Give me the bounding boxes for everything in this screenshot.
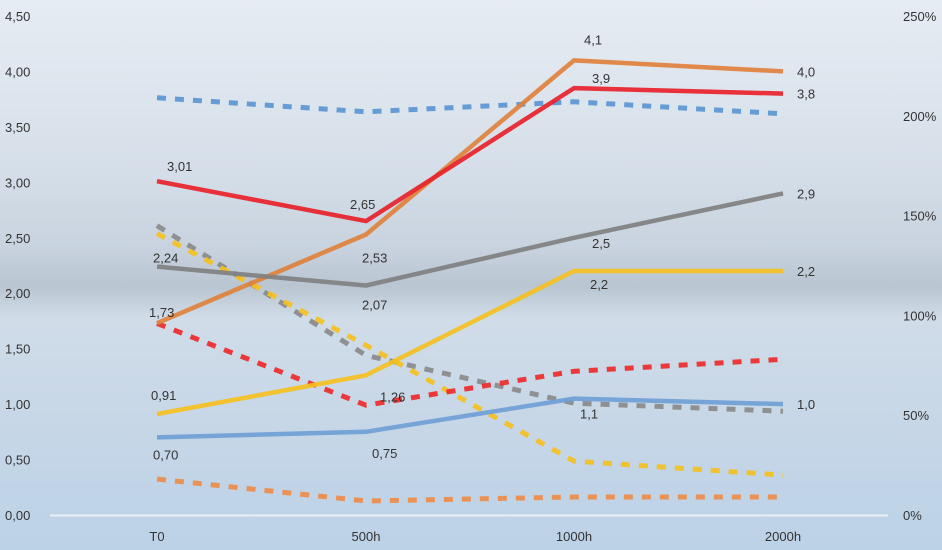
- data-label: 2,9: [797, 186, 815, 201]
- y-right-tick-label: 250%: [903, 9, 937, 24]
- data-label: 2,07: [362, 297, 387, 312]
- series-line-gray-dashed: [155, 223, 784, 414]
- data-label: 0,75: [372, 446, 397, 461]
- series-line-blue-dashed: [156, 95, 784, 117]
- y-left-tick-label: 1,00: [5, 397, 30, 412]
- series-line-gray-solid: [156, 191, 784, 288]
- data-label: 0,91: [151, 388, 176, 403]
- y-left-tick-label: 1,50: [5, 342, 30, 357]
- y-right-tick-label: 50%: [903, 408, 929, 423]
- y-right-tick-label: 150%: [903, 209, 937, 224]
- data-label: 1,1: [580, 407, 598, 422]
- data-label: 0,70: [153, 447, 178, 462]
- series-line-orange-dashed: [156, 476, 783, 504]
- data-label: 2,2: [590, 277, 608, 292]
- x-tick-label: 1000h: [556, 529, 592, 544]
- data-label: 2,24: [153, 251, 178, 266]
- data-label: 2,53: [362, 250, 387, 265]
- y-left-tick-label: 4,50: [5, 9, 30, 24]
- x-tick-label: T0: [149, 529, 164, 544]
- y-left-tick-label: 2,00: [5, 286, 30, 301]
- data-label: 1,73: [149, 305, 174, 320]
- series-line-yellow-solid: [156, 268, 783, 417]
- data-label: 1,0: [797, 397, 815, 412]
- x-tick-label: 2000h: [765, 529, 801, 544]
- x-tick-label: 500h: [352, 529, 381, 544]
- data-label: 2,5: [592, 236, 610, 251]
- series-line-blue-solid: [156, 396, 784, 440]
- series-line-red-solid: [156, 85, 784, 224]
- y-left-tick-label: 4,00: [5, 64, 30, 79]
- y-left-tick-label: 3,50: [5, 120, 30, 135]
- y-left-tick-label: 3,00: [5, 175, 30, 190]
- series-line-yellow-dashed: [155, 231, 784, 478]
- data-label: 3,9: [592, 71, 610, 86]
- data-label: 4,1: [584, 32, 602, 47]
- data-label: 4,0: [797, 64, 815, 79]
- data-label: 2,2: [797, 264, 815, 279]
- series-line-red-dashed: [156, 321, 784, 408]
- y-left-tick-label: 0,50: [5, 453, 30, 468]
- y-right-tick-label: 0%: [903, 508, 922, 523]
- data-label: 3,8: [797, 87, 815, 102]
- data-label: 2,65: [350, 197, 375, 212]
- data-label: 3,01: [167, 159, 192, 174]
- y-left-tick-label: 2,50: [5, 231, 30, 246]
- data-label: 1,26: [380, 389, 405, 404]
- y-right-tick-label: 200%: [903, 109, 937, 124]
- y-right-tick-label: 100%: [903, 308, 937, 323]
- series-line-orange-solid: [156, 58, 784, 326]
- y-left-tick-label: 0,00: [5, 508, 30, 523]
